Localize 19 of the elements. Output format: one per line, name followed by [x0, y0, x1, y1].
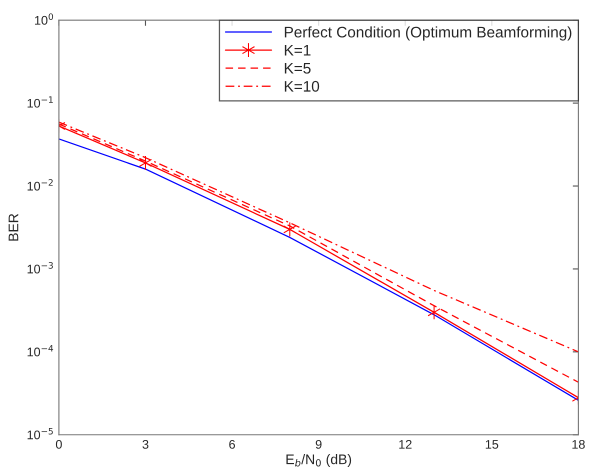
legend-label: K=5	[284, 63, 311, 74]
y-tick-label: 10$^{0}$	[34, 13, 54, 25]
y-tick-label: 10$^{−3}$	[28, 262, 53, 274]
y-tick-label: 10$^{−4}$	[28, 345, 54, 356]
x-tick-label: 12	[399, 440, 412, 449]
y-tick-label: 10$^{−2}$	[28, 179, 53, 191]
x-tick-label: 0	[56, 440, 62, 449]
x-tick-label: 9	[316, 440, 322, 449]
x-tick-label: 3	[142, 440, 148, 449]
legend-label: K=10	[284, 80, 320, 92]
y-tick-label: 10$^{−5}$	[28, 428, 53, 440]
y-tick-label: 10$^{−1}$	[28, 96, 53, 108]
x-tick-label: 6	[229, 440, 235, 449]
x-tick-label: 18	[572, 440, 585, 449]
legend-label: K=1	[284, 44, 310, 56]
y-axis-title: BER	[8, 214, 18, 241]
x-tick-label: 15	[486, 440, 498, 449]
x-axis-title: E$_{b}$/N$_{0}$ (dB)	[286, 454, 352, 467]
legend-label: Perfect Condition (Optimum Beamforming)	[284, 26, 572, 41]
